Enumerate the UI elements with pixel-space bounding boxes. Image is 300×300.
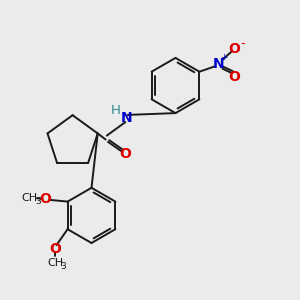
Text: N: N <box>213 57 225 71</box>
Text: O: O <box>229 70 240 84</box>
Text: O: O <box>229 42 240 56</box>
Text: N: N <box>121 112 133 125</box>
Text: CH: CH <box>47 258 63 268</box>
Text: O: O <box>49 242 61 256</box>
Text: H: H <box>111 103 121 117</box>
Text: O: O <box>39 192 51 206</box>
Text: +: + <box>220 53 228 62</box>
Text: 3: 3 <box>35 197 41 206</box>
Text: 3: 3 <box>61 262 66 271</box>
Text: O: O <box>119 148 131 161</box>
Text: CH: CH <box>21 193 38 203</box>
Text: -: - <box>241 37 245 50</box>
